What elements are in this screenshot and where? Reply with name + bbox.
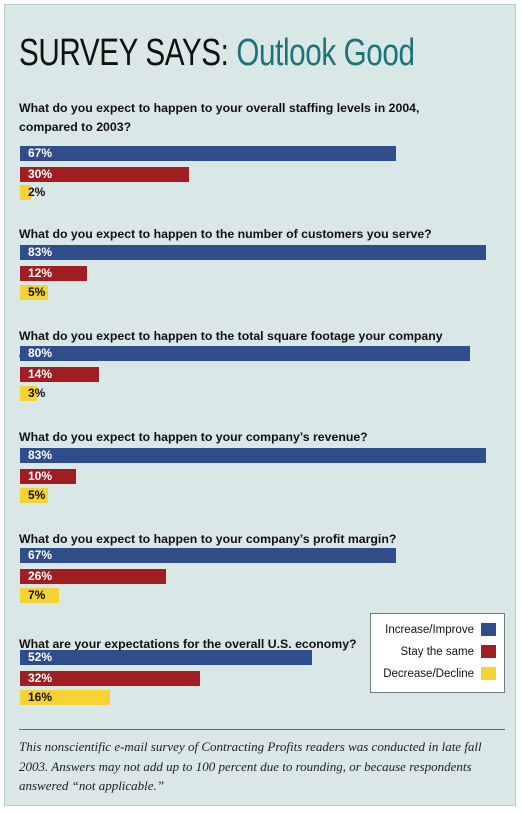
legend: Increase/Improve Stay the same Decrease/… bbox=[370, 613, 505, 693]
bar-label-q4-increase: 83% bbox=[28, 448, 53, 462]
bar-label-q4-decrease: 5% bbox=[28, 488, 46, 502]
bar-label-q3-increase: 80% bbox=[28, 346, 53, 360]
legend-swatch-increase bbox=[481, 623, 496, 636]
legend-item-same: Stay the same bbox=[400, 645, 496, 658]
bar-q4-decrease bbox=[20, 488, 49, 503]
bar-q3-same bbox=[20, 367, 99, 382]
bar-q1-same bbox=[20, 167, 189, 182]
bar-q6-same bbox=[20, 671, 200, 686]
chart-title: SURVEY SAYS: Outlook Good bbox=[19, 33, 415, 73]
legend-item-decrease: Decrease/Decline bbox=[383, 667, 496, 680]
legend-label-increase: Increase/Improve bbox=[385, 623, 474, 636]
bar-q6-decrease bbox=[20, 690, 110, 705]
bar-q1-decrease bbox=[20, 185, 32, 200]
legend-label-decrease: Decrease/Decline bbox=[383, 667, 474, 680]
bar-label-q3-same: 14% bbox=[28, 367, 53, 381]
bar-label-q2-same: 12% bbox=[28, 266, 53, 280]
footnote-divider bbox=[19, 729, 505, 730]
bar-q2-increase bbox=[20, 245, 487, 260]
bar-q2-same bbox=[20, 266, 88, 281]
bar-q3-increase bbox=[20, 346, 470, 361]
bar-q6-increase bbox=[20, 650, 313, 665]
question-5: What do you expect to happen to your com… bbox=[19, 532, 397, 546]
question-6: What are your expectations for the overa… bbox=[19, 637, 357, 651]
bar-q2-decrease bbox=[20, 285, 49, 300]
bar-label-q2-decrease: 5% bbox=[28, 285, 46, 299]
bar-q4-same bbox=[20, 469, 77, 484]
question-1: What do you expect to happen to your ove… bbox=[19, 101, 420, 134]
bar-q3-decrease bbox=[20, 386, 37, 401]
legend-label-same: Stay the same bbox=[400, 645, 474, 658]
bar-q1-increase bbox=[20, 146, 397, 161]
bar-label-q2-increase: 83% bbox=[28, 245, 53, 259]
bar-label-q6-increase: 52% bbox=[28, 650, 53, 664]
bar-label-q1-increase: 67% bbox=[28, 146, 53, 160]
bar-label-q3-decrease: 3% bbox=[28, 386, 46, 400]
bar-q5-decrease bbox=[20, 588, 60, 603]
bar-label-q5-decrease: 7% bbox=[28, 588, 46, 602]
bar-label-q1-decrease: 2% bbox=[28, 185, 46, 199]
bar-q4-increase bbox=[20, 448, 487, 463]
legend-swatch-decrease bbox=[481, 667, 496, 680]
title-part-1: SURVEY SAYS: bbox=[19, 32, 229, 74]
title-part-2: Outlook Good bbox=[236, 32, 415, 74]
bar-q5-increase bbox=[20, 548, 397, 563]
bar-label-q6-decrease: 16% bbox=[28, 690, 53, 704]
legend-swatch-same bbox=[481, 645, 496, 658]
bar-label-q1-same: 30% bbox=[28, 167, 53, 181]
question-2: What do you expect to happen to the numb… bbox=[19, 227, 432, 241]
bar-label-q5-increase: 67% bbox=[28, 548, 53, 562]
bar-label-q5-same: 26% bbox=[28, 569, 53, 583]
bar-q5-same bbox=[20, 569, 167, 584]
footnote: This nonscientific e-mail survey of Cont… bbox=[19, 739, 482, 793]
question-4: What do you expect to happen to your com… bbox=[19, 430, 368, 444]
legend-item-increase: Increase/Improve bbox=[385, 623, 496, 636]
bar-label-q4-same: 10% bbox=[28, 469, 53, 483]
bar-label-q6-same: 32% bbox=[28, 671, 53, 685]
survey-panel: SURVEY SAYS: Outlook Good What do you ex… bbox=[4, 4, 516, 806]
